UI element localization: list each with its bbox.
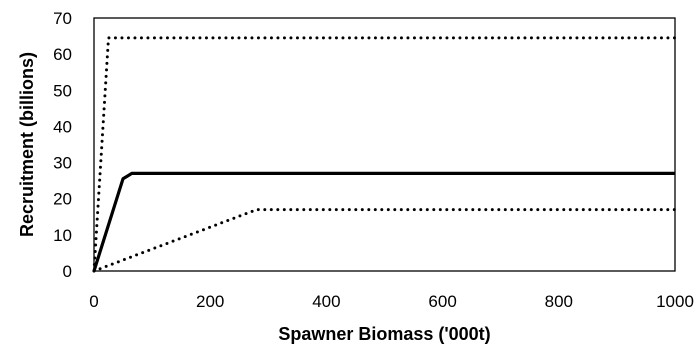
y-tick-label: 60 — [53, 45, 72, 64]
y-tick-label: 0 — [63, 262, 72, 281]
y-axis-title: Recruitment (billions) — [17, 52, 37, 237]
x-tick-label: 800 — [545, 292, 573, 311]
y-tick-label: 50 — [53, 81, 72, 100]
x-tick-label: 400 — [312, 292, 340, 311]
plot-frame — [93, 17, 676, 272]
x-tick-label: 600 — [428, 292, 456, 311]
series-line-2-solid — [92, 171, 675, 272]
series-line-1-dotted — [92, 36, 677, 273]
x-axis-title: Spawner Biomass ('000t) — [278, 324, 490, 344]
y-tick-label: 20 — [53, 190, 72, 209]
y-tick-label: 30 — [53, 154, 72, 173]
x-tick-label: 1000 — [656, 292, 694, 311]
x-axis-ticks: 0 200 400 600 800 1000 — [89, 292, 694, 311]
series-line-3-dotted — [92, 208, 677, 273]
y-tick-label: 40 — [53, 117, 72, 136]
y-axis-ticks: 0 10 20 30 40 50 60 70 — [53, 9, 72, 281]
y-tick-label: 70 — [53, 9, 72, 28]
y-tick-label: 10 — [53, 226, 72, 245]
plot-area — [92, 17, 677, 273]
x-tick-label: 0 — [89, 292, 98, 311]
x-tick-label: 200 — [196, 292, 224, 311]
